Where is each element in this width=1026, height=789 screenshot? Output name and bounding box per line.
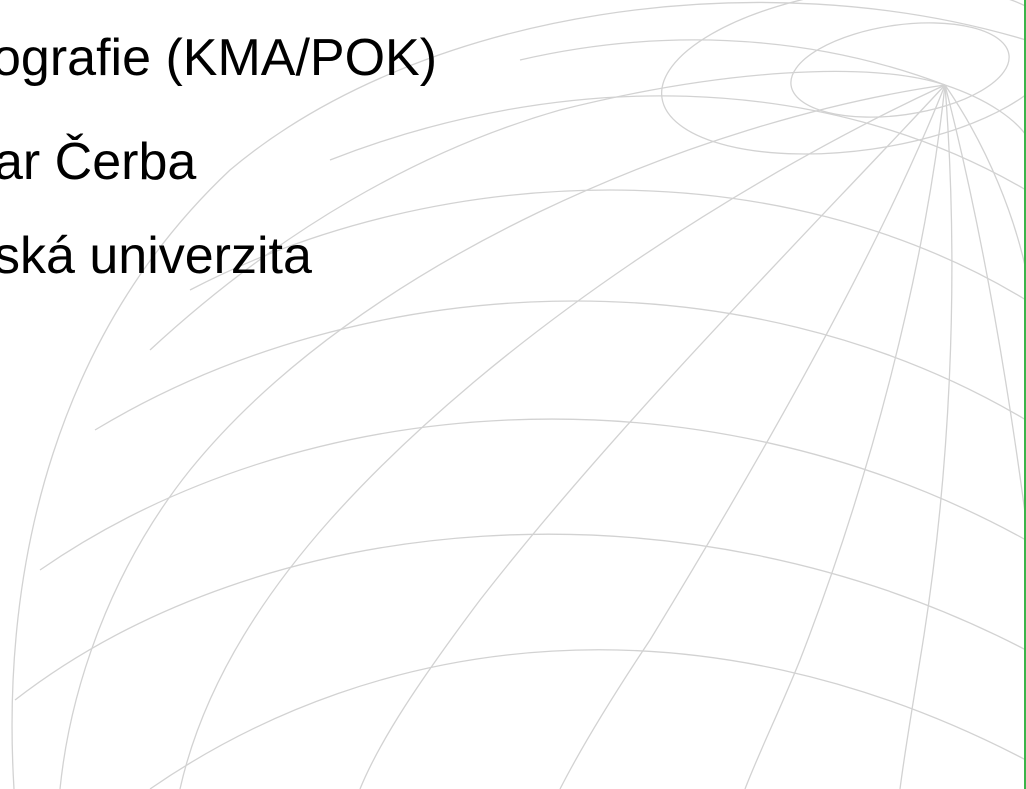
university-line: ská univerzita	[0, 227, 312, 285]
globe-meridian	[744, 84, 946, 789]
globe-meridian	[944, 84, 1026, 521]
edge-accent-bar	[1024, 0, 1026, 789]
globe-parallel	[14, 533, 1026, 701]
globe-parallel	[94, 300, 1026, 431]
globe-meridian	[899, 84, 953, 789]
globe-pole-ring	[660, 0, 1026, 155]
globe-meridian	[149, 70, 946, 351]
globe-parallel	[39, 418, 1026, 571]
globe-parallel	[329, 95, 1026, 191]
author-name-line: ar Čerba	[0, 133, 197, 191]
globe-parallel	[519, 39, 1026, 136]
globe-outline	[11, 1, 1026, 789]
course-title-line: ografie (KMA/POK)	[0, 29, 438, 87]
globe-meridian	[944, 84, 1026, 271]
globe-meridian	[559, 84, 946, 789]
globe-meridian	[359, 84, 946, 789]
globe-meridian	[179, 84, 946, 789]
globe-parallel	[189, 189, 1026, 301]
globe-meridian	[59, 84, 946, 789]
globe-pole-ring	[790, 22, 1010, 118]
globe-parallel	[149, 649, 1026, 789]
